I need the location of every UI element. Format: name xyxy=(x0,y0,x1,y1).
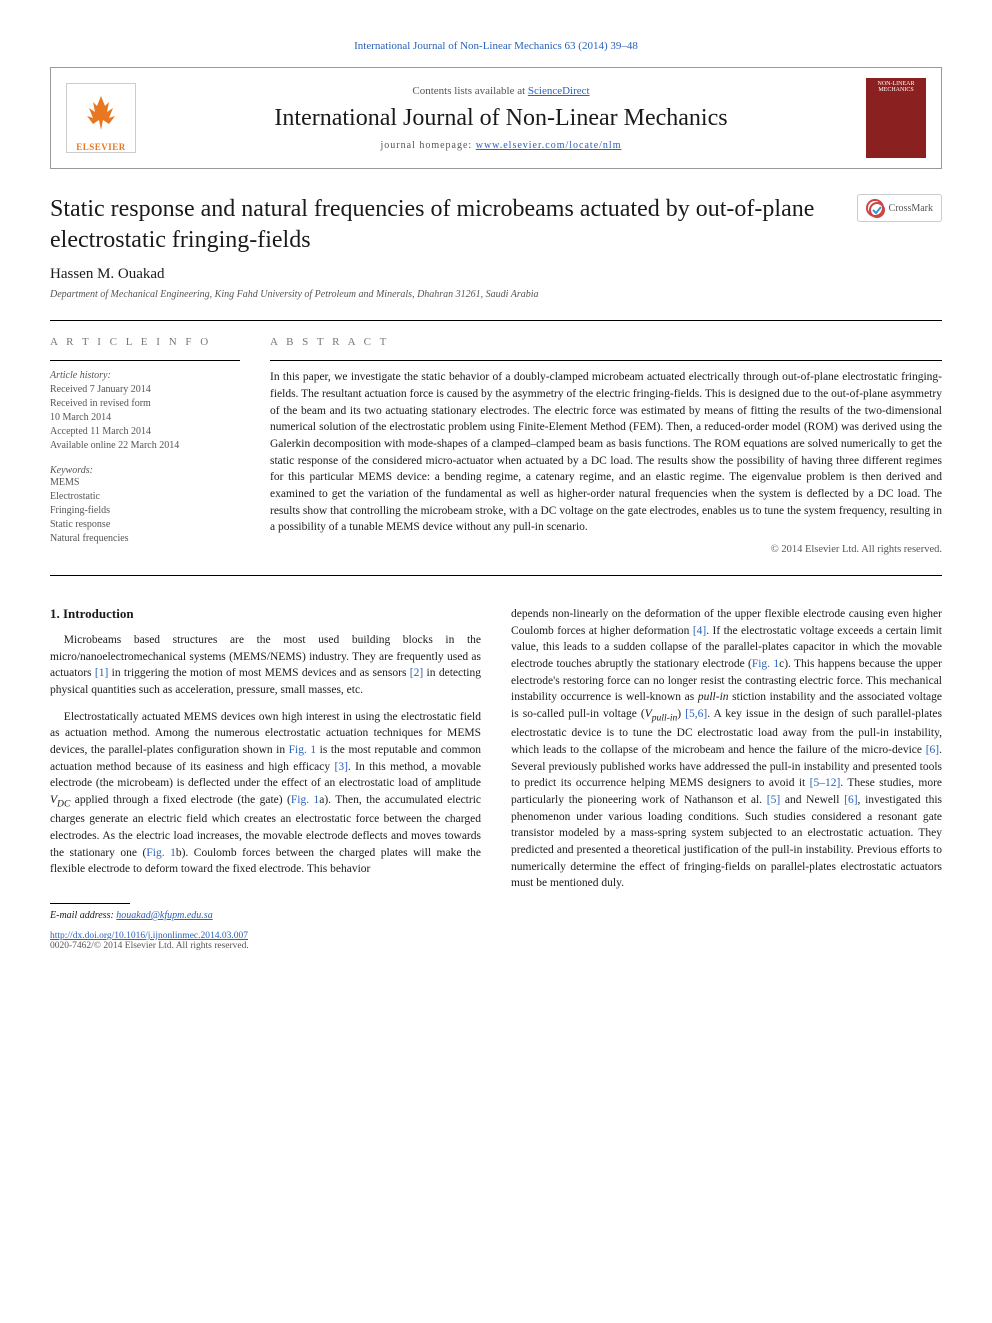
divider xyxy=(270,360,942,361)
citation-link[interactable]: [5,6] xyxy=(685,708,707,720)
author-affiliation: Department of Mechanical Engineering, Ki… xyxy=(50,289,942,300)
footnote-separator xyxy=(50,903,130,904)
subscript: pull-in xyxy=(652,712,678,723)
text: applied through a fixed electrode (the g… xyxy=(70,794,291,806)
keyword: Static response xyxy=(50,518,240,532)
paragraph: depends non-linearly on the deformation … xyxy=(511,606,942,892)
body-columns: 1. Introduction Microbeams based structu… xyxy=(50,606,942,951)
journal-cover-thumb[interactable]: NON-LINEAR MECHANICS xyxy=(866,78,926,158)
citation-link[interactable]: [6] xyxy=(844,794,857,806)
article-info-label: A R T I C L E I N F O xyxy=(50,336,240,348)
elsevier-label: ELSEVIER xyxy=(76,142,126,152)
paragraph: Electrostatically actuated MEMS devices … xyxy=(50,709,481,878)
variable: V xyxy=(645,708,652,720)
paragraph: Microbeams based structures are the most… xyxy=(50,632,481,699)
citation-link[interactable]: [6] xyxy=(926,744,939,756)
text: in triggering the motion of most MEMS de… xyxy=(108,667,409,679)
cover-title: NON-LINEAR MECHANICS xyxy=(869,81,923,93)
keyword: MEMS xyxy=(50,476,240,490)
abstract-text: In this paper, we investigate the static… xyxy=(270,369,942,536)
citation-link[interactable]: [5] xyxy=(767,794,780,806)
page-container: International Journal of Non-Linear Mech… xyxy=(0,0,992,991)
text: ) xyxy=(677,708,685,720)
contents-line: Contents lists available at ScienceDirec… xyxy=(151,85,851,97)
figure-link[interactable]: Fig. 1 xyxy=(291,794,319,806)
history-item: Available online 22 March 2014 xyxy=(50,439,240,453)
footer-rights: 0020-7462/© 2014 Elsevier Ltd. All right… xyxy=(50,941,481,951)
figure-link[interactable]: Fig. 1 xyxy=(146,847,175,859)
keyword: Electrostatic xyxy=(50,490,240,504)
article-title: Static response and natural frequencies … xyxy=(50,194,837,256)
divider xyxy=(50,360,240,361)
homepage-line: journal homepage: www.elsevier.com/locat… xyxy=(151,140,851,151)
abstract-label: A B S T R A C T xyxy=(270,336,942,348)
email-line: E-mail address: houakad@kfupm.edu.sa xyxy=(50,910,481,921)
keyword: Natural frequencies xyxy=(50,532,240,546)
title-row: Static response and natural frequencies … xyxy=(50,194,942,256)
crossmark-label: CrossMark xyxy=(889,203,933,214)
elsevier-logo[interactable]: ELSEVIER xyxy=(66,83,136,153)
history-item: Received 7 January 2014 xyxy=(50,383,240,397)
keywords-title: Keywords: xyxy=(50,465,240,476)
info-row: A R T I C L E I N F O Article history: R… xyxy=(50,336,942,555)
homepage-prefix: journal homepage: xyxy=(381,140,476,151)
elsevier-tree-icon xyxy=(83,94,119,142)
divider xyxy=(50,575,942,576)
article-info-col: A R T I C L E I N F O Article history: R… xyxy=(50,336,240,555)
crossmark-icon xyxy=(866,199,884,217)
sciencedirect-link[interactable]: ScienceDirect xyxy=(528,85,590,97)
body-col-right: depends non-linearly on the deformation … xyxy=(511,606,942,951)
citation-link[interactable]: [3] xyxy=(335,761,348,773)
figure-link[interactable]: Fig. 1 xyxy=(289,744,317,756)
citation-link[interactable]: [5–12] xyxy=(810,777,841,789)
citation-link[interactable]: [4] xyxy=(693,625,706,637)
section-heading: 1. Introduction xyxy=(50,606,481,622)
body-col-left: 1. Introduction Microbeams based structu… xyxy=(50,606,481,951)
text: , investigated this phenomenon under var… xyxy=(511,794,942,889)
contents-prefix: Contents lists available at xyxy=(412,85,527,97)
term: pull-in xyxy=(698,691,729,703)
figure-link[interactable]: Fig. 1 xyxy=(752,658,779,670)
doi-link[interactable]: http://dx.doi.org/10.1016/j.ijnonlinmec.… xyxy=(50,931,248,941)
history-item: Accepted 11 March 2014 xyxy=(50,425,240,439)
journal-name: International Journal of Non-Linear Mech… xyxy=(151,105,851,132)
crossmark-badge[interactable]: CrossMark xyxy=(857,194,942,222)
keyword: Fringing-fields xyxy=(50,504,240,518)
journal-header: ELSEVIER Contents lists available at Sci… xyxy=(50,67,942,169)
variable: V xyxy=(50,794,57,806)
abstract-copyright: © 2014 Elsevier Ltd. All rights reserved… xyxy=(270,544,942,555)
header-center: Contents lists available at ScienceDirec… xyxy=(151,85,851,151)
text: and Newell xyxy=(780,794,844,806)
email-link[interactable]: houakad@kfupm.edu.sa xyxy=(116,910,212,921)
history-item: Received in revised form xyxy=(50,397,240,411)
citation-link[interactable]: [1] xyxy=(95,667,108,679)
author-name: Hassen M. Ouakad xyxy=(50,266,942,283)
history-title: Article history: xyxy=(50,369,240,383)
history-item: 10 March 2014 xyxy=(50,411,240,425)
abstract-col: A B S T R A C T In this paper, we invest… xyxy=(270,336,942,555)
top-citation-link[interactable]: International Journal of Non-Linear Mech… xyxy=(50,40,942,52)
citation-link[interactable]: [2] xyxy=(410,667,423,679)
doi-line: http://dx.doi.org/10.1016/j.ijnonlinmec.… xyxy=(50,931,481,941)
subscript: DC xyxy=(57,798,70,809)
homepage-link[interactable]: www.elsevier.com/locate/nlm xyxy=(476,140,622,151)
email-label: E-mail address: xyxy=(50,910,116,921)
divider xyxy=(50,320,942,321)
